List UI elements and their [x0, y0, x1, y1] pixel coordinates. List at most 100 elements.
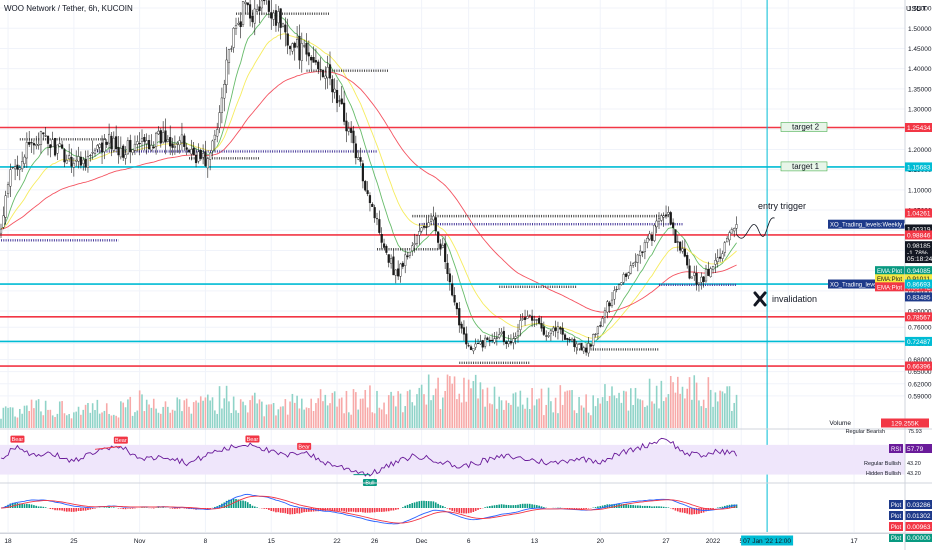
volume-bar [655, 385, 658, 428]
volume-bar [514, 392, 517, 428]
candle-body [373, 207, 376, 219]
candle-body [585, 347, 588, 353]
volume-bar [712, 406, 714, 428]
volume-bar [343, 413, 345, 428]
volume-bar [510, 404, 512, 428]
volume-bar [481, 389, 484, 428]
candle-body [422, 226, 426, 228]
candle-body [105, 141, 108, 145]
candle-body [159, 130, 162, 144]
candle-body [197, 151, 200, 162]
rsi-band [0, 444, 905, 475]
candle-body [610, 299, 614, 306]
volume-bar [538, 398, 540, 428]
rsi-regular-bullish-label: Regular Bullish [864, 461, 901, 467]
volume-bar [669, 375, 672, 428]
volume-bar [317, 398, 320, 428]
candle-body [674, 229, 677, 243]
volume-bar [169, 412, 171, 428]
price-tick-label: 1.30000 [908, 107, 932, 114]
macd-histogram-bar [91, 508, 94, 510]
candle-body [70, 157, 73, 167]
level-price-tag [905, 312, 932, 322]
macd-histogram-bar [237, 499, 240, 508]
macd-histogram-bar [355, 508, 357, 513]
volume-bar [96, 399, 99, 428]
volume-bar [357, 409, 359, 428]
candle-body [559, 327, 562, 330]
time-tick-label: 2022 [706, 538, 721, 545]
candle-body [194, 154, 198, 164]
macd-histogram-bar [573, 508, 576, 509]
candle-body [455, 302, 458, 310]
macd-histogram-bar [674, 508, 677, 511]
price-tag [905, 274, 932, 284]
candle-body [86, 156, 90, 168]
candle-body [204, 151, 207, 166]
invalidation-x-icon [753, 291, 767, 307]
candle-body [154, 132, 158, 147]
volume-bar [73, 412, 75, 428]
macd-histogram-bar [458, 508, 461, 514]
level-price-text: 0.72487 [907, 339, 931, 346]
time-axis[interactable]: 1825Nov8152226Dec613202720225101707 Jan … [0, 533, 932, 546]
candle-body [354, 143, 357, 159]
candle-body [260, 0, 263, 9]
macd-histogram-bar [117, 508, 120, 509]
macd-histogram-bar [622, 504, 625, 508]
macd-histogram-bar [343, 508, 345, 512]
volume-bar [350, 414, 352, 428]
macd-histogram-bar [176, 508, 179, 509]
volume-bar [84, 404, 87, 428]
macd-histogram-bar [366, 508, 369, 513]
candle-body [305, 43, 308, 55]
volume-bar [155, 408, 157, 428]
macd-histogram-bar [660, 506, 663, 508]
macd-histogram-bar [293, 508, 296, 515]
macd-histogram-bar [719, 507, 721, 508]
volume-bar [261, 401, 263, 428]
macd-histogram-bar [724, 505, 726, 508]
volume-bar [550, 401, 552, 428]
volume-bar [160, 413, 162, 428]
candle-body [669, 212, 672, 225]
volume-bar [331, 392, 334, 428]
volume-bar [693, 375, 696, 428]
candle-body [136, 141, 139, 145]
candle-body [185, 147, 188, 150]
volume-bar [366, 407, 369, 428]
candle-body [495, 337, 498, 339]
candle-body [223, 84, 226, 99]
candle-body [413, 243, 416, 245]
rsi-pane: BearBearBearBearBullRegular Bearish75.93… [0, 428, 932, 486]
time-tick-label: Dec [416, 538, 428, 545]
volume-bar [681, 386, 684, 428]
candle-body [625, 273, 628, 277]
macd-histogram-bar [82, 508, 85, 511]
ema-legend-text: EMA:Plot [877, 285, 902, 291]
macd-histogram-bar [625, 504, 627, 508]
macd-histogram-bar [585, 508, 587, 509]
macd-histogram-bar [505, 504, 508, 508]
price-axis[interactable]: 1.55000 1.50000 1.45000 1.40000 1.35000 1.300… [904, 0, 932, 550]
candle-body [18, 167, 21, 171]
volume-bar [653, 403, 656, 428]
macd-histogram-bar [113, 507, 115, 508]
macd-histogram-bar [575, 508, 578, 509]
price-tag-text: 1.04261 [907, 211, 931, 218]
volume-bar [256, 403, 258, 428]
candle-body [225, 59, 228, 85]
volume-bar [129, 396, 132, 428]
macd-histogram-bar [33, 505, 35, 508]
macd-histogram-bar [331, 508, 334, 511]
candle-body [662, 215, 665, 218]
candle-body [112, 137, 115, 151]
level-price-tag [905, 162, 932, 172]
rsi-regular-bullish-value: 43.20 [907, 461, 921, 467]
macd-histogram-bar [378, 508, 381, 512]
volume-bar [639, 399, 641, 428]
candle-body [573, 339, 576, 348]
ema-legend-box [875, 282, 905, 292]
volume-bar [606, 400, 609, 428]
